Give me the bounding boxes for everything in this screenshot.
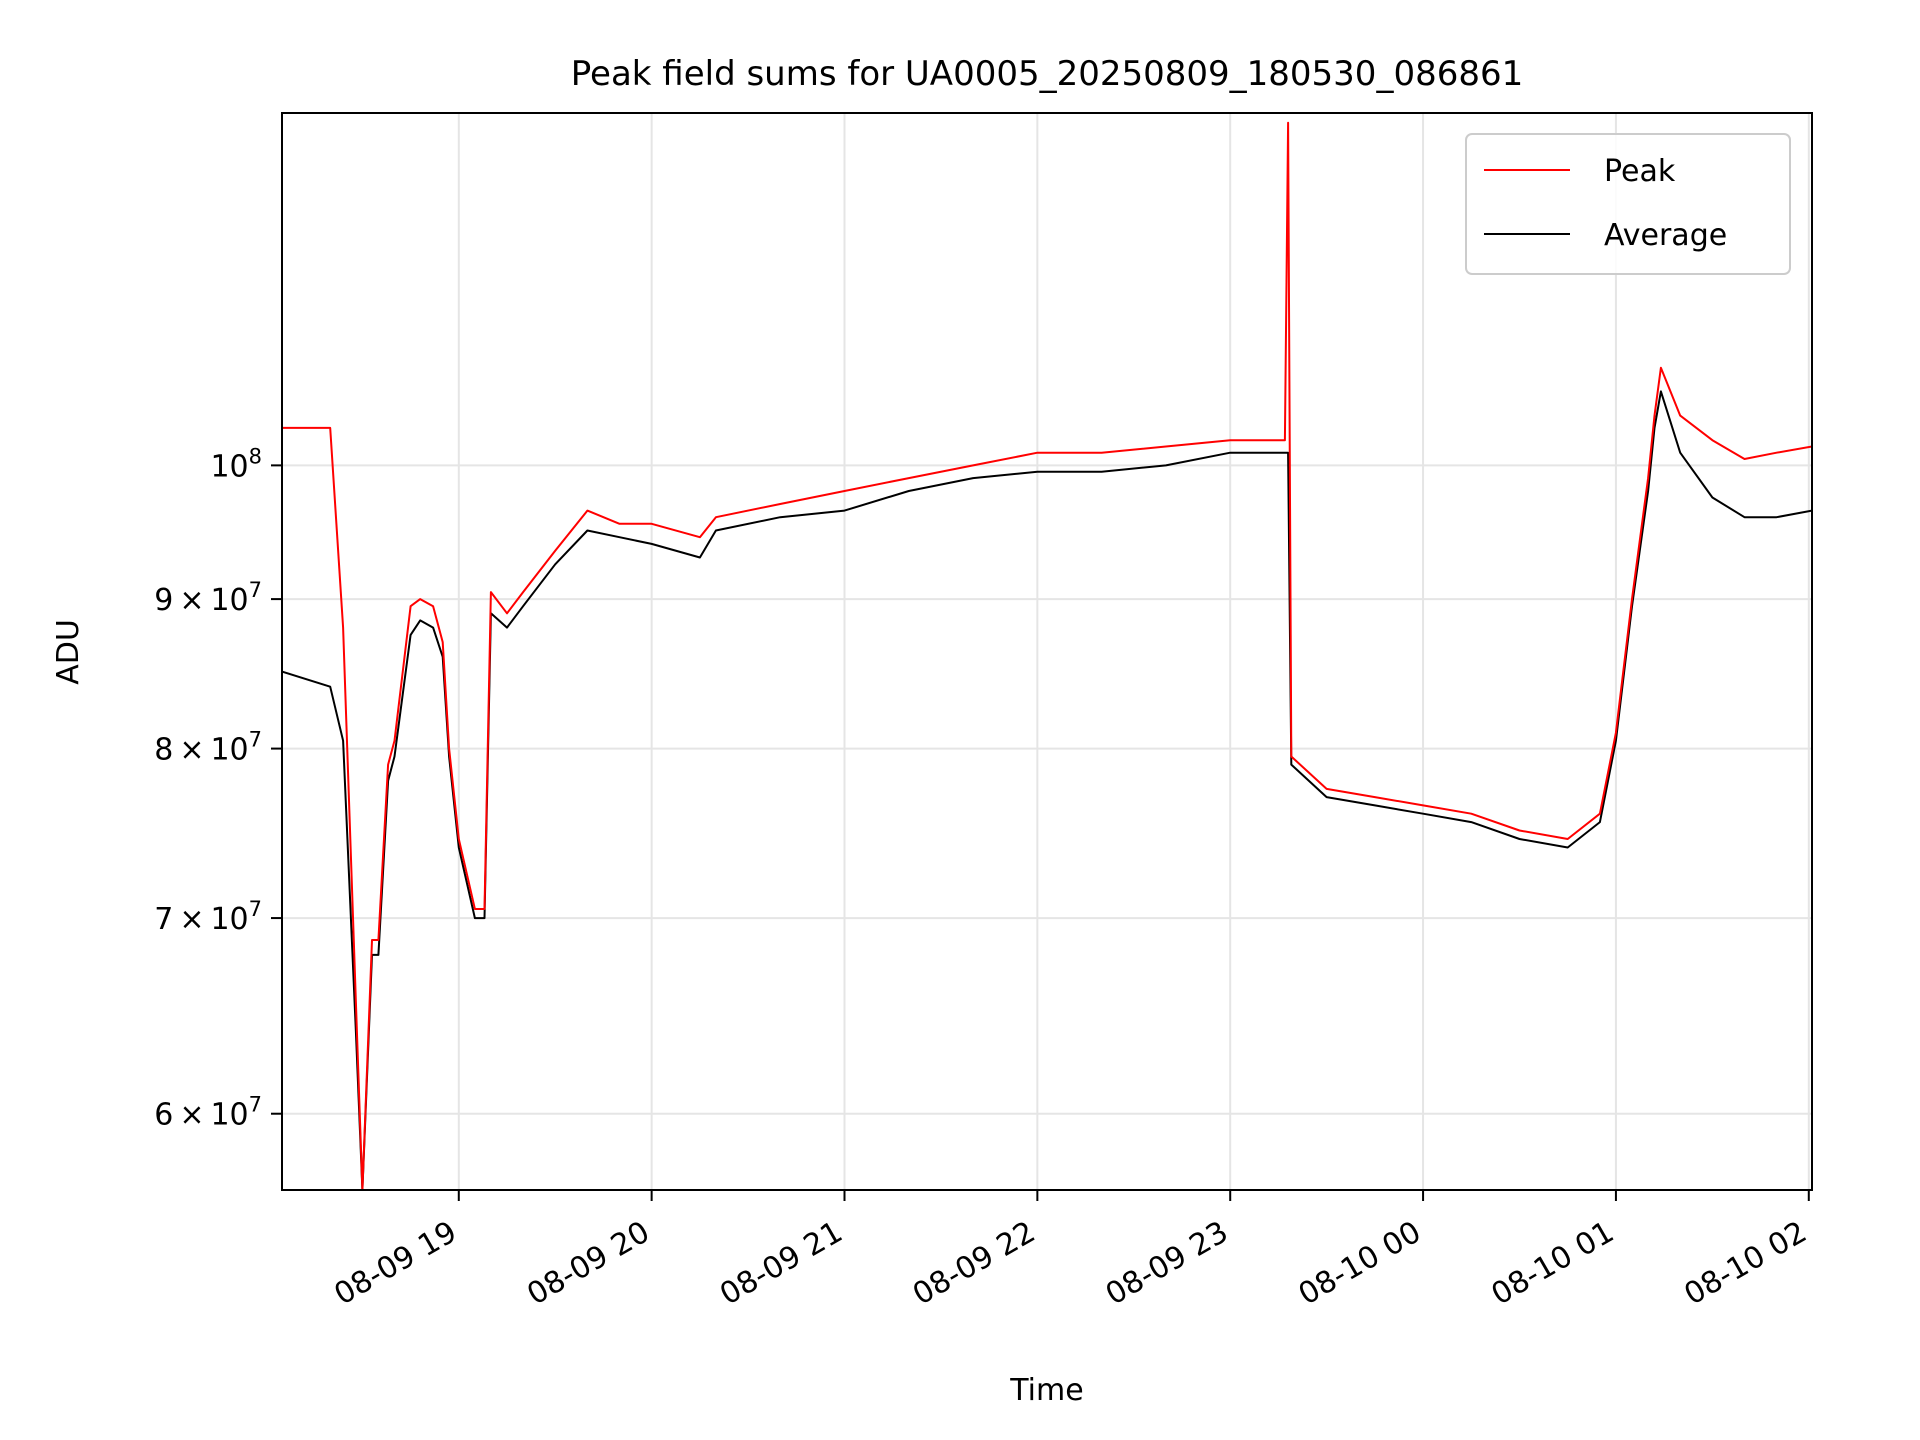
y-tick-times-sign: × 10: [173, 733, 248, 768]
y-tick-label: 9 × 107: [154, 578, 262, 618]
legend: Peak Average: [1465, 133, 1791, 275]
plot-area: [282, 121, 1812, 1190]
x-axis-label: Time: [1009, 1373, 1083, 1408]
y-tick-mantissa: 7: [154, 902, 173, 937]
y-tick-exponent: 7: [249, 578, 262, 602]
y-tick-label: 108: [210, 444, 262, 484]
legend-label-peak: Peak: [1604, 154, 1676, 189]
y-tick-mantissa: 6: [154, 1098, 173, 1133]
y-tick-mantissa: 9: [154, 583, 173, 618]
y-tick-label: 7 × 107: [154, 897, 262, 937]
y-tick-exponent: 7: [249, 897, 262, 921]
series-line-peak: [282, 121, 1812, 1190]
plot-frame: [281, 112, 1813, 1191]
y-tick-label: 6 × 107: [154, 1093, 262, 1133]
chart-title: Peak field sums for UA0005_20250809_1805…: [571, 54, 1523, 94]
y-tick-exponent: 7: [249, 1093, 262, 1117]
y-tick-times-sign: × 10: [173, 1098, 248, 1133]
y-tick-exponent: 7: [249, 728, 262, 752]
legend-label-average: Average: [1604, 218, 1727, 253]
y-tick-label: 8 × 107: [154, 728, 262, 768]
y-axis-label: ADU: [51, 619, 86, 685]
y-tick-base: 10: [210, 449, 248, 484]
y-tick-exponent: 8: [249, 444, 262, 468]
y-tick-mantissa: 8: [154, 733, 173, 768]
y-tick-times-sign: × 10: [173, 902, 248, 937]
y-tick-times-sign: × 10: [173, 583, 248, 618]
grid: [282, 113, 1812, 1190]
